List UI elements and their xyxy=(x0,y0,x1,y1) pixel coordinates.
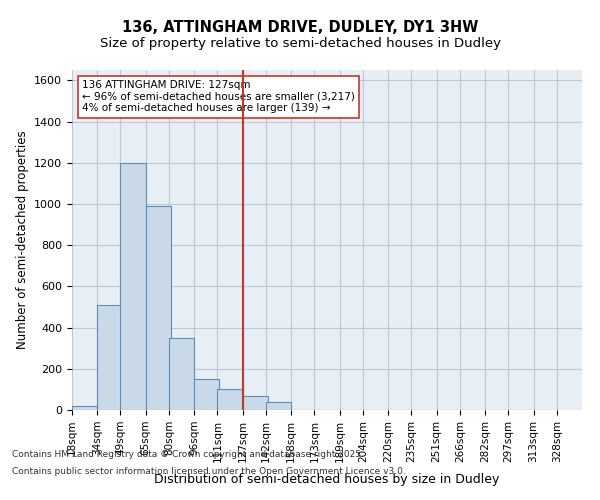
Bar xyxy=(242,396,268,410)
Bar xyxy=(217,390,242,410)
Bar xyxy=(97,305,122,410)
Bar xyxy=(72,406,97,410)
Bar xyxy=(169,338,194,410)
Text: 136 ATTINGHAM DRIVE: 127sqm
← 96% of semi-detached houses are smaller (3,217)
4%: 136 ATTINGHAM DRIVE: 127sqm ← 96% of sem… xyxy=(82,80,355,114)
Text: Contains public sector information licensed under the Open Government Licence v3: Contains public sector information licen… xyxy=(12,468,406,476)
Bar xyxy=(266,402,291,410)
Text: 136, ATTINGHAM DRIVE, DUDLEY, DY1 3HW: 136, ATTINGHAM DRIVE, DUDLEY, DY1 3HW xyxy=(122,20,478,35)
Text: Contains HM Land Registry data © Crown copyright and database right 2025.: Contains HM Land Registry data © Crown c… xyxy=(12,450,364,459)
Bar xyxy=(121,162,146,410)
Text: Size of property relative to semi-detached houses in Dudley: Size of property relative to semi-detach… xyxy=(100,38,500,51)
Bar xyxy=(194,379,219,410)
X-axis label: Distribution of semi-detached houses by size in Dudley: Distribution of semi-detached houses by … xyxy=(154,473,500,486)
Y-axis label: Number of semi-detached properties: Number of semi-detached properties xyxy=(16,130,29,350)
Bar xyxy=(146,206,170,410)
